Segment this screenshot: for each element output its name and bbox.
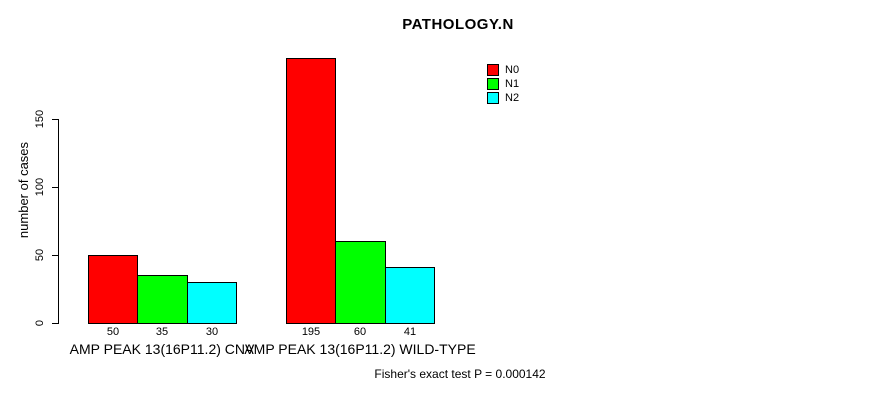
bar-n1-group2 bbox=[335, 241, 386, 324]
y-tick-mark bbox=[52, 323, 58, 324]
legend: N0 N1 N2 bbox=[487, 63, 519, 105]
category-label: AMP PEAK 13(16P11.2) CNV bbox=[69, 341, 255, 357]
legend-label: N2 bbox=[505, 91, 520, 104]
y-tick-mark bbox=[52, 255, 58, 256]
y-axis-line bbox=[58, 119, 59, 324]
bar-n0-group2 bbox=[286, 58, 336, 324]
legend-swatch-icon bbox=[487, 92, 499, 104]
legend-row-n1: N1 bbox=[487, 77, 519, 91]
bar-value-label: 195 bbox=[301, 326, 321, 338]
legend-row-n0: N0 bbox=[487, 63, 519, 77]
bar-value-label: 41 bbox=[403, 326, 417, 338]
y-tick-label: 150 bbox=[34, 109, 46, 129]
chart-title: PATHOLOGY.N bbox=[402, 16, 514, 33]
bar-n2-group2 bbox=[385, 267, 435, 324]
y-tick-label: 50 bbox=[34, 248, 46, 262]
y-tick-mark bbox=[52, 119, 58, 120]
fisher-test-annotation: Fisher's exact test P = 0.000142 bbox=[374, 367, 546, 381]
bar-value-label: 60 bbox=[353, 326, 367, 338]
y-tick-label: 100 bbox=[34, 177, 46, 197]
legend-label: N0 bbox=[505, 63, 520, 76]
y-axis-title: number of cases bbox=[16, 141, 31, 239]
legend-swatch-icon bbox=[487, 78, 499, 90]
legend-label: N1 bbox=[505, 77, 520, 90]
category-label: AMP PEAK 13(16P11.2) WILD-TYPE bbox=[244, 341, 476, 357]
bar-value-label: 50 bbox=[106, 326, 120, 338]
bar-value-label: 35 bbox=[155, 326, 169, 338]
bar-n0-group1 bbox=[88, 255, 138, 324]
bar-value-label: 30 bbox=[205, 326, 219, 338]
legend-swatch-icon bbox=[487, 64, 499, 76]
bar-n2-group1 bbox=[187, 282, 237, 324]
y-tick-mark bbox=[52, 187, 58, 188]
bar-n1-group1 bbox=[137, 275, 188, 324]
y-tick-label: 0 bbox=[34, 319, 46, 327]
legend-row-n2: N2 bbox=[487, 91, 519, 105]
